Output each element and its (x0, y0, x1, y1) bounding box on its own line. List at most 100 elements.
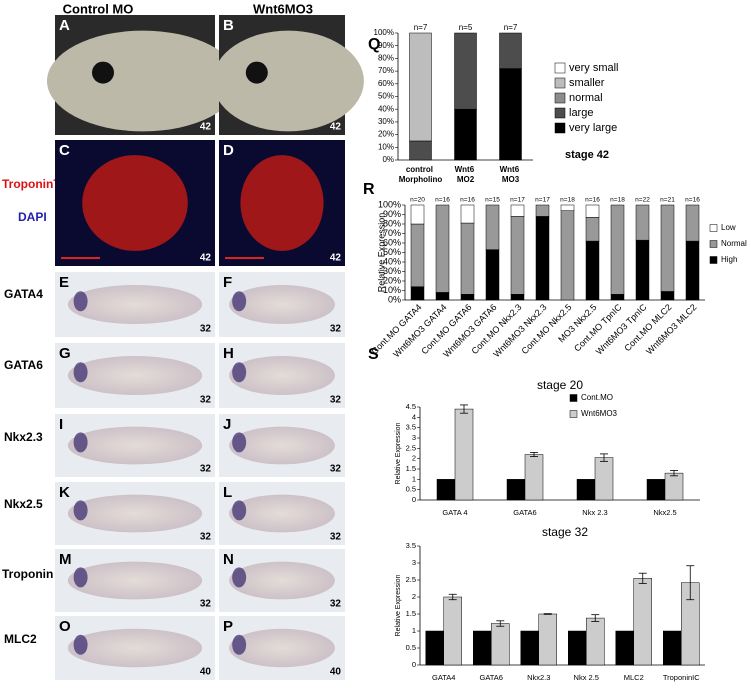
stain (73, 634, 88, 655)
bar (615, 630, 634, 666)
y-tick-label: 20% (378, 130, 394, 139)
n-label: n=18 (560, 197, 575, 204)
bar-segment (610, 294, 625, 301)
embryo (229, 356, 335, 395)
y-tick-label: 10% (383, 285, 401, 295)
n-label: n=18 (610, 197, 625, 204)
bar (506, 479, 526, 501)
embryo (67, 561, 203, 600)
y-tick-label: 3.5 (406, 541, 416, 550)
row-label: MLC2 (4, 632, 37, 646)
panel-letter: K (59, 484, 70, 501)
stain (232, 432, 247, 453)
bar (473, 630, 492, 666)
panel-letter: L (223, 484, 232, 501)
y-tick-label: 4.5 (406, 402, 416, 411)
panel-letter: M (59, 551, 72, 568)
bar (576, 479, 596, 501)
panel-letter: B (223, 17, 234, 34)
y-tick-label: 0 (412, 495, 416, 504)
y-tick-label: 60% (378, 79, 394, 88)
bar-segment (409, 32, 432, 142)
embryo (67, 356, 203, 395)
bar (646, 479, 666, 501)
error-bar (448, 593, 457, 601)
y-tick-label: 80% (378, 54, 394, 63)
bar-segment (454, 108, 477, 161)
stain (232, 567, 247, 588)
n-label: n=17 (535, 197, 550, 204)
bar-segment (410, 223, 425, 287)
y-tick-label: 1.5 (406, 464, 416, 473)
panel-letter: O (59, 618, 71, 635)
bar-segment (510, 204, 525, 217)
bar-segment (685, 240, 700, 301)
bar (633, 578, 652, 666)
x-tick-label: Wnt6 MO2 (455, 165, 477, 184)
panel-letter: R (363, 181, 375, 198)
x-tick-label: MLC2 (624, 673, 644, 682)
y-tick-label: 70% (378, 66, 394, 75)
y-tick-label: 4 (412, 412, 416, 421)
y-tick-label: 0% (382, 155, 394, 164)
bar (436, 479, 456, 501)
legend-swatch (554, 107, 566, 119)
legend-swatch (554, 122, 566, 134)
x-tick-label: Wnt6 MO3 (500, 165, 522, 184)
embryo (229, 561, 335, 600)
embryo (229, 426, 335, 465)
tadpole (47, 30, 239, 132)
n-label: n=16 (460, 197, 475, 204)
legend-label: normal (569, 92, 603, 104)
y-tick-label: 1.5 (406, 609, 416, 618)
stage-label: 32 (330, 599, 342, 610)
stage-label: 42 (330, 253, 342, 264)
bar-segment (685, 204, 700, 242)
bar-segment (485, 249, 500, 301)
bar (524, 454, 544, 501)
panel-letter: N (223, 551, 234, 568)
bar-segment (510, 294, 525, 301)
n-label: n=20 (410, 197, 425, 204)
y-axis-label: Relative Expression (395, 422, 402, 484)
legend-swatch (709, 224, 718, 232)
embryo (67, 628, 203, 668)
bar (664, 472, 684, 501)
y-tick-label: 2.5 (406, 443, 416, 452)
error-bar (686, 565, 695, 601)
x-tick-label: GATA 4 (442, 508, 467, 517)
bar (454, 408, 474, 501)
panel-letter: D (223, 142, 234, 159)
legend-label: very large (569, 122, 617, 134)
row-label: DAPI (18, 210, 47, 224)
x-tick-label: GATA6 (480, 673, 503, 682)
legend-swatch (569, 394, 578, 402)
x-tick-label: GATA4 (432, 673, 455, 682)
bar-segment (499, 32, 522, 69)
panel-letter: P (223, 618, 233, 635)
bar-segment (610, 204, 625, 295)
panel-letter: C (59, 142, 70, 159)
bar (594, 457, 614, 501)
y-tick-label: 1 (412, 626, 416, 635)
y-tick-label: 30% (383, 266, 401, 276)
y-tick-label: 30% (378, 117, 394, 126)
legend-swatch (554, 77, 566, 89)
n-label: n=16 (585, 197, 600, 204)
bar-segment (560, 204, 575, 211)
error-bar (638, 572, 647, 584)
y-axis-label: Relative Expression (376, 213, 386, 293)
bar (568, 630, 587, 666)
panel-letter: S (368, 346, 379, 363)
stage-label: 32 (330, 324, 342, 335)
error-bar (600, 453, 608, 462)
bar-segment (635, 204, 650, 241)
x-tick-label: GATA6 (513, 508, 536, 517)
row-label: TroponinT (2, 177, 61, 191)
y-axis-label: Relative Expression (395, 574, 402, 636)
heart-stain (240, 155, 324, 251)
n-label: n=7 (414, 23, 428, 32)
x-tick-label: Nkx2.3 (527, 673, 550, 682)
bar-segment (560, 210, 575, 301)
